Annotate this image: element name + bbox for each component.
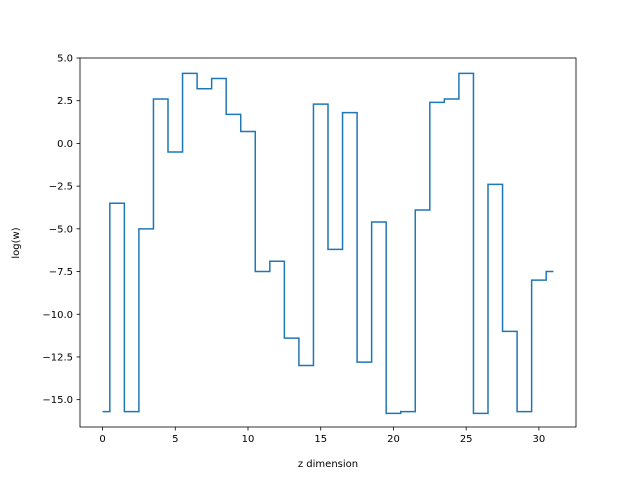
y-tick-label: 5.0 [57,54,73,65]
x-axis: 0 5 10 15 20 25 30 [99,427,545,445]
y-tick-label: −7.5 [49,267,73,278]
axes-frame [79,57,577,428]
x-tick-label: 5 [172,434,178,445]
x-axis-label: z dimension [298,459,358,470]
plot-area [79,57,577,428]
x-tick-label: 15 [314,434,327,445]
y-tick-label: −12.5 [42,352,73,363]
y-tick-label: 0.0 [57,139,73,150]
series-line-0 [102,72,554,415]
y-tick-label: −5.0 [49,224,73,235]
y-axis-label: log(w) [11,227,22,258]
x-tick-label: 20 [387,434,400,445]
x-tick-label: 30 [533,434,546,445]
y-axis: −15.0 −12.5 −10.0 −7.5 −5.0 −2.5 0.0 2.5 5.0 [42,54,80,406]
y-tick-label: −2.5 [49,182,73,193]
y-tick-label: 2.5 [57,96,73,107]
x-tick-label: 10 [242,434,255,445]
y-tick-label: −10.0 [42,310,73,321]
y-tick-label: −15.0 [42,395,73,406]
x-tick-label: 0 [99,434,105,445]
x-tick-label: 25 [460,434,473,445]
